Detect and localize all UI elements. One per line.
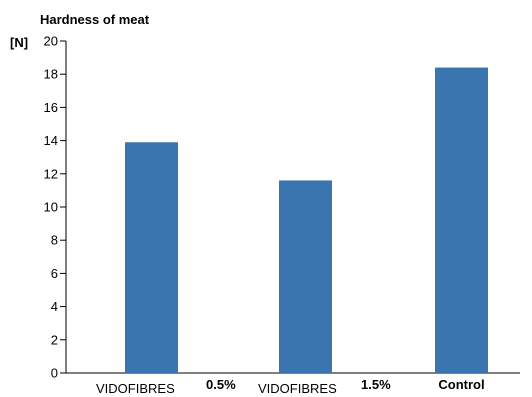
x-axis-category-labels: VIDOFIBRES 0.5% VIDOFIBRES 1.5% Control — [96, 377, 485, 396]
y-tick-label: 0 — [51, 366, 58, 381]
x-category-suffix: 0.5% — [206, 377, 236, 392]
y-tick-label: 6 — [51, 266, 58, 281]
x-category-label: Control — [438, 377, 484, 392]
y-tick-label: 14 — [44, 133, 58, 148]
y-tick-label: 20 — [44, 34, 58, 49]
y-tick-label: 12 — [44, 166, 58, 181]
y-tick-label: 16 — [44, 100, 58, 115]
bars-group — [125, 67, 488, 373]
y-tick-label: 2 — [51, 332, 58, 347]
x-category-suffix: 1.5% — [361, 377, 391, 392]
y-axis-ticks: 0 2 4 6 8 10 12 14 16 18 20 — [44, 34, 66, 381]
y-axis-unit-label: [N] — [10, 35, 28, 50]
y-tick-label: 10 — [44, 200, 58, 215]
bar — [125, 142, 178, 373]
y-tick-label: 18 — [44, 67, 58, 82]
x-category-name: VIDOFIBRES — [258, 381, 337, 396]
y-tick-label: 8 — [51, 233, 58, 248]
x-category-name: VIDOFIBRES — [96, 381, 175, 396]
chart-title: Hardness of meat — [40, 12, 150, 27]
bar — [435, 67, 488, 373]
bar — [279, 180, 332, 373]
y-tick-label: 4 — [51, 299, 58, 314]
